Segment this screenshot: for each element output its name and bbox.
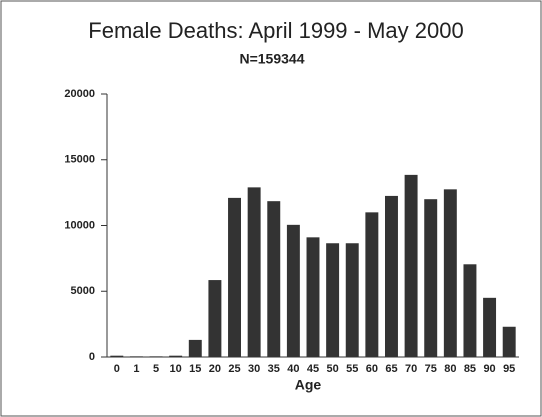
bar	[345, 243, 359, 357]
y-tick-label: 15000	[64, 154, 95, 166]
bar	[463, 264, 477, 357]
bar	[129, 356, 143, 357]
bar	[247, 187, 261, 357]
bar	[365, 212, 379, 357]
bar	[286, 224, 300, 357]
x-tick-label: 20	[209, 363, 221, 375]
x-tick-label: 80	[444, 363, 456, 375]
x-tick-label: 40	[287, 363, 299, 375]
bar	[443, 189, 457, 357]
x-tick-label: 95	[503, 363, 515, 375]
bar	[267, 201, 281, 357]
y-tick-label: 5000	[71, 285, 95, 297]
x-axis-label: Age	[295, 377, 322, 393]
x-tick-label: 1	[133, 363, 139, 375]
x-tick-label: 75	[425, 363, 437, 375]
x-tick-label: 35	[268, 363, 280, 375]
x-tick-label: 85	[464, 363, 476, 375]
x-tick-label: 70	[405, 363, 417, 375]
chart-title: Female Deaths: April 1999 - May 2000	[88, 18, 463, 43]
bar	[188, 339, 202, 357]
bar	[169, 355, 183, 357]
x-tick-label: 30	[248, 363, 260, 375]
bar	[385, 195, 398, 357]
x-tick-label: 60	[366, 363, 378, 375]
x-tick-label: 10	[170, 363, 182, 375]
bar	[502, 326, 516, 357]
x-tick-label: 50	[326, 363, 338, 375]
bar	[404, 174, 418, 357]
bar	[149, 356, 163, 357]
bar	[326, 243, 340, 357]
chart-subtitle: N=159344	[239, 51, 304, 67]
x-tick-label: 45	[307, 363, 319, 375]
x-tick-label: 5	[153, 363, 159, 375]
y-tick-label: 0	[89, 351, 95, 363]
y-tick-label: 10000	[64, 219, 95, 231]
bar	[483, 297, 497, 357]
bar	[306, 237, 320, 357]
x-tick-label: 15	[189, 363, 201, 375]
bar	[228, 197, 241, 357]
x-tick-label: 0	[114, 363, 120, 375]
bar	[424, 199, 438, 357]
x-tick-label: 65	[385, 363, 397, 375]
x-tick-label: 90	[483, 363, 495, 375]
x-tick-label: 55	[346, 363, 358, 375]
x-tick-label: 25	[228, 363, 240, 375]
bar	[110, 355, 124, 357]
y-tick-label: 20000	[64, 88, 95, 100]
bar	[208, 280, 222, 357]
